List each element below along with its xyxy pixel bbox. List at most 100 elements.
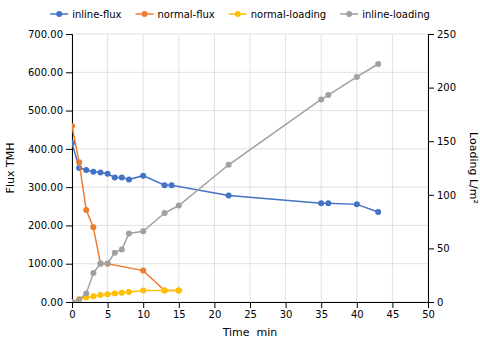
tick-label: 0 — [437, 297, 443, 308]
tick: 0.00 — [41, 297, 72, 308]
tick-mark — [321, 302, 322, 308]
point — [126, 289, 132, 295]
grid-line — [178, 34, 179, 302]
tick-mark — [428, 88, 434, 89]
point — [112, 250, 118, 256]
point — [83, 290, 89, 296]
legend: inline-fluxnormal-fluxnormal-loadinginli… — [50, 9, 430, 20]
point — [119, 246, 125, 252]
point — [140, 173, 146, 179]
tick: 600.00 — [28, 67, 72, 78]
tick-mark — [66, 149, 72, 150]
tick-label: 100.00 — [28, 258, 63, 269]
axis-line — [73, 303, 429, 309]
tick: 15 — [173, 302, 186, 320]
point — [97, 170, 103, 176]
grid-line — [250, 34, 251, 302]
x-axis: 05101520253035404550 — [69, 302, 435, 320]
tick-mark — [108, 302, 109, 308]
tick-mark — [392, 302, 393, 308]
grid-line — [285, 34, 286, 302]
tick-mark — [66, 34, 72, 35]
tick-label: 45 — [387, 309, 400, 320]
grid-line — [321, 34, 322, 302]
point — [226, 193, 232, 199]
grid-line — [214, 34, 215, 302]
point — [162, 210, 168, 216]
y-axis: 0.00100.00200.00300.00400.00500.00600.00… — [28, 29, 73, 308]
tick-mark — [250, 302, 251, 308]
point — [375, 61, 381, 67]
point — [162, 182, 168, 188]
series-line — [72, 126, 179, 291]
point — [375, 209, 381, 215]
axis-line — [429, 35, 435, 303]
tick-label: 500.00 — [28, 105, 63, 116]
tick-label: 50 — [437, 243, 450, 254]
point — [162, 288, 168, 294]
series — [72, 288, 182, 302]
point — [140, 268, 146, 274]
point — [325, 92, 331, 98]
tick: 0 — [69, 302, 75, 320]
tick-label: 600.00 — [28, 67, 63, 78]
plot-area — [72, 61, 381, 302]
tick: 500.00 — [28, 105, 72, 116]
tick-label: 150 — [437, 136, 456, 147]
legend-item: inline-loading — [340, 9, 430, 20]
tick: 150 — [428, 136, 456, 147]
tick-label: 50 — [422, 309, 435, 320]
point — [176, 288, 182, 294]
point — [318, 200, 324, 206]
tick-label: 0.00 — [41, 297, 63, 308]
series — [72, 123, 182, 294]
point — [76, 296, 82, 302]
tick-label: 300.00 — [28, 182, 63, 193]
legend-marker — [235, 11, 241, 17]
tick: 250 — [428, 29, 456, 40]
tick-label: 15 — [173, 309, 186, 320]
tick-mark — [66, 225, 72, 226]
legend-label: normal-loading — [251, 9, 326, 20]
point — [169, 182, 175, 188]
point — [105, 261, 111, 267]
point — [226, 162, 232, 168]
tick: 10 — [137, 302, 150, 320]
tick-label: 35 — [315, 309, 328, 320]
tick: 5 — [105, 302, 111, 320]
legend-item: normal-loading — [229, 9, 326, 20]
point — [126, 176, 132, 182]
grid-line — [143, 34, 144, 302]
point — [162, 288, 168, 294]
series-line — [72, 64, 378, 302]
point — [140, 288, 146, 294]
tick-label: 5 — [105, 309, 111, 320]
tick: 300.00 — [28, 182, 72, 193]
tick: 40 — [351, 302, 364, 320]
grid — [72, 34, 428, 302]
tick-label: 200 — [437, 82, 456, 93]
point — [76, 297, 82, 302]
axis-line — [66, 35, 73, 303]
tick-label: 10 — [137, 309, 150, 320]
tick-label: 200.00 — [28, 220, 63, 231]
point — [105, 171, 111, 177]
legend-marker — [56, 11, 62, 17]
point — [105, 260, 111, 266]
grid-line — [392, 34, 393, 302]
tick-mark — [286, 302, 287, 308]
tick: 20 — [209, 302, 222, 320]
point — [176, 203, 182, 209]
tick-label: 30 — [280, 309, 293, 320]
tick: 45 — [387, 302, 400, 320]
tick: 0 — [428, 297, 443, 308]
tick-mark — [357, 302, 358, 308]
tick-label: 700.00 — [28, 29, 63, 40]
legend-item: normal-flux — [136, 9, 215, 20]
y2-axis: 0 50 100 150 200 250 — [428, 29, 456, 308]
tick-label: 20 — [209, 309, 222, 320]
tick: 100 — [428, 190, 456, 201]
point — [354, 74, 360, 80]
point — [318, 96, 324, 102]
tick-label: 0 — [69, 309, 75, 320]
